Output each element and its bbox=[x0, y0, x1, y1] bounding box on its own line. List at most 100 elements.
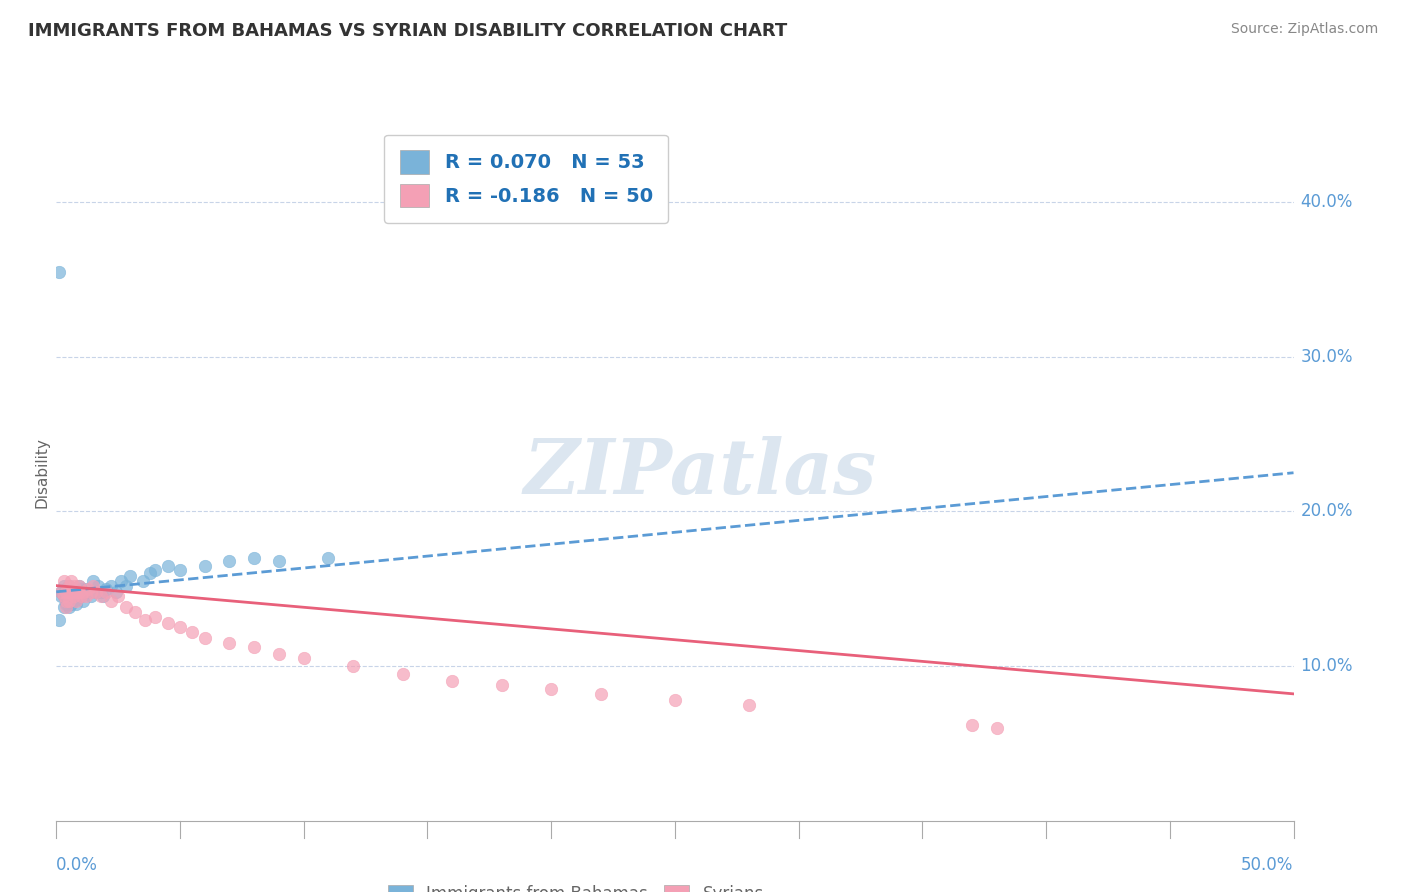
Point bbox=[70, 590, 93, 604]
Point bbox=[52, 574, 75, 588]
Point bbox=[664, 693, 686, 707]
Point bbox=[60, 597, 83, 611]
Point bbox=[156, 615, 179, 630]
Point bbox=[91, 590, 114, 604]
Point bbox=[100, 594, 122, 608]
Point bbox=[55, 597, 77, 611]
Point bbox=[55, 584, 77, 599]
Point bbox=[139, 566, 162, 581]
Point bbox=[52, 590, 75, 604]
Point bbox=[292, 651, 315, 665]
Point bbox=[62, 579, 84, 593]
Point bbox=[104, 584, 127, 599]
Point bbox=[218, 554, 240, 568]
Point bbox=[80, 584, 103, 599]
Point bbox=[62, 594, 84, 608]
Point bbox=[67, 579, 90, 593]
Point bbox=[589, 687, 612, 701]
Point bbox=[55, 600, 77, 615]
Point bbox=[194, 558, 217, 573]
Point bbox=[65, 584, 87, 599]
Point bbox=[110, 574, 132, 588]
Point bbox=[48, 265, 70, 279]
Text: 50.0%: 50.0% bbox=[1241, 856, 1294, 874]
Point bbox=[94, 584, 117, 599]
Point bbox=[94, 582, 117, 596]
Point bbox=[60, 574, 83, 588]
Point bbox=[90, 590, 112, 604]
Point bbox=[58, 584, 80, 599]
Text: 30.0%: 30.0% bbox=[1301, 348, 1353, 366]
Point bbox=[65, 584, 87, 599]
Y-axis label: Disability: Disability bbox=[34, 437, 49, 508]
Point bbox=[84, 584, 107, 599]
Point bbox=[60, 584, 83, 599]
Point bbox=[72, 594, 94, 608]
Point bbox=[75, 582, 97, 596]
Point bbox=[58, 579, 80, 593]
Point bbox=[441, 674, 464, 689]
Point bbox=[77, 584, 100, 599]
Point bbox=[986, 721, 1008, 735]
Point bbox=[391, 666, 413, 681]
Point bbox=[62, 590, 84, 604]
Point bbox=[55, 582, 77, 596]
Point bbox=[58, 579, 80, 593]
Point bbox=[55, 594, 77, 608]
Point bbox=[70, 590, 93, 604]
Point bbox=[84, 584, 107, 599]
Point bbox=[58, 594, 80, 608]
Point bbox=[62, 582, 84, 596]
Point bbox=[107, 590, 129, 604]
Point bbox=[60, 584, 83, 599]
Point bbox=[243, 550, 266, 565]
Point bbox=[65, 590, 87, 604]
Point bbox=[82, 579, 104, 593]
Text: IMMIGRANTS FROM BAHAMAS VS SYRIAN DISABILITY CORRELATION CHART: IMMIGRANTS FROM BAHAMAS VS SYRIAN DISABI… bbox=[28, 22, 787, 40]
Point bbox=[52, 579, 75, 593]
Point bbox=[124, 605, 146, 619]
Point bbox=[960, 718, 983, 732]
Point bbox=[90, 584, 112, 599]
Point bbox=[80, 590, 103, 604]
Point bbox=[51, 584, 73, 599]
Point bbox=[181, 625, 204, 640]
Point bbox=[267, 554, 290, 568]
Point bbox=[52, 590, 75, 604]
Text: 40.0%: 40.0% bbox=[1301, 194, 1353, 211]
Point bbox=[120, 569, 142, 583]
Point bbox=[243, 640, 266, 655]
Point bbox=[156, 558, 179, 573]
Legend: R = 0.070   N = 53, R = -0.186   N = 50: R = 0.070 N = 53, R = -0.186 N = 50 bbox=[384, 135, 668, 223]
Point bbox=[342, 659, 364, 673]
Point bbox=[114, 600, 136, 615]
Point bbox=[55, 590, 77, 604]
Point bbox=[134, 613, 156, 627]
Point bbox=[143, 563, 166, 577]
Point bbox=[738, 698, 761, 712]
Text: 0.0%: 0.0% bbox=[56, 856, 98, 874]
Point bbox=[51, 584, 73, 599]
Point bbox=[143, 609, 166, 624]
Text: ZIPatlas: ZIPatlas bbox=[523, 436, 876, 509]
Text: Source: ZipAtlas.com: Source: ZipAtlas.com bbox=[1230, 22, 1378, 37]
Point bbox=[132, 574, 155, 588]
Point bbox=[60, 590, 83, 604]
Point bbox=[72, 584, 94, 599]
Point bbox=[75, 590, 97, 604]
Point bbox=[67, 584, 90, 599]
Text: 10.0%: 10.0% bbox=[1301, 657, 1353, 675]
Point bbox=[48, 613, 70, 627]
Point bbox=[58, 594, 80, 608]
Point bbox=[540, 682, 562, 697]
Point bbox=[65, 597, 87, 611]
Point bbox=[67, 579, 90, 593]
Point bbox=[82, 574, 104, 588]
Text: 20.0%: 20.0% bbox=[1301, 502, 1353, 520]
Point bbox=[58, 600, 80, 615]
Point bbox=[51, 590, 73, 604]
Point bbox=[62, 590, 84, 604]
Point bbox=[267, 647, 290, 661]
Point bbox=[114, 579, 136, 593]
Point bbox=[491, 677, 513, 691]
